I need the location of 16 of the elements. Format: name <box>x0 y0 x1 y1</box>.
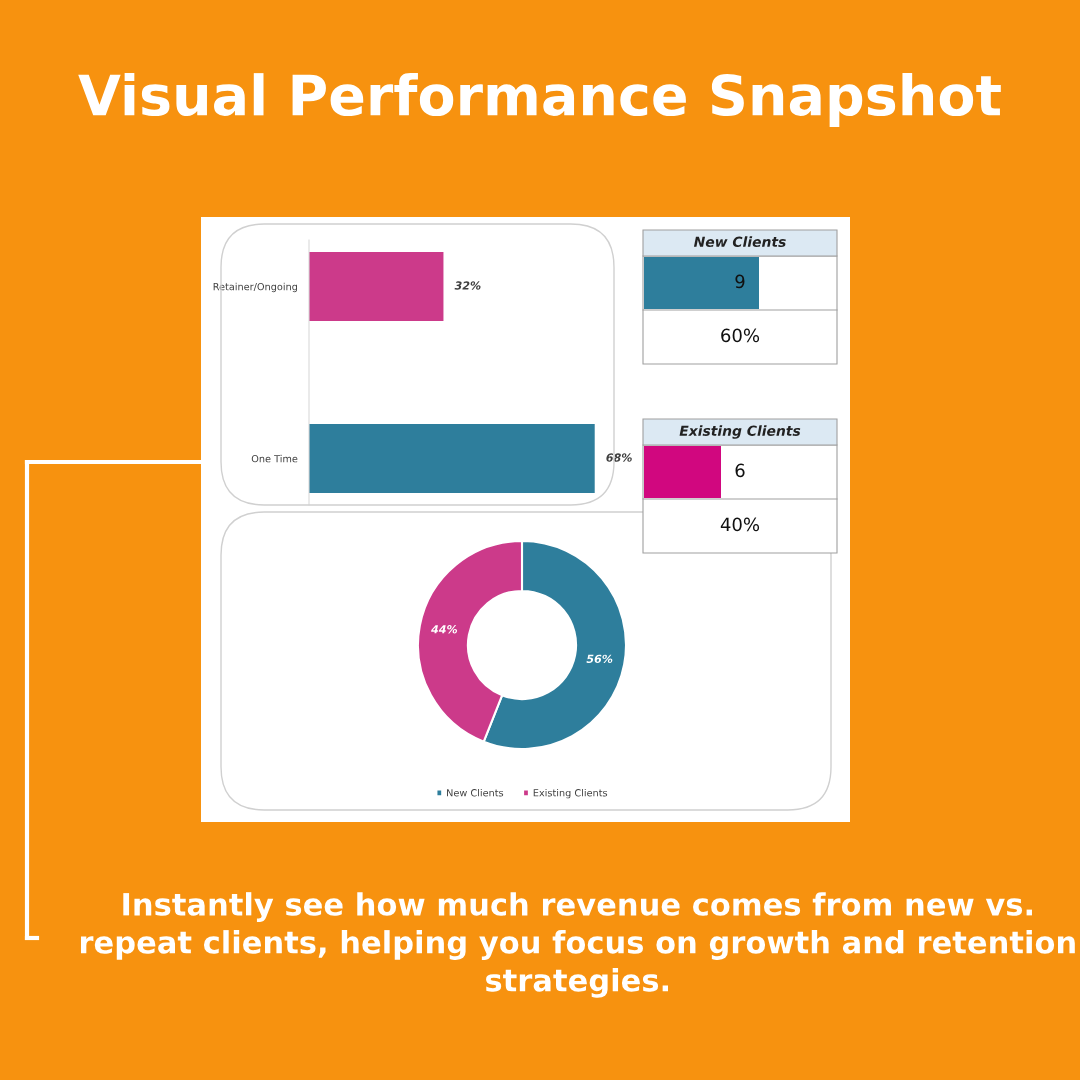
data-label: 44% <box>431 625 458 634</box>
y-tick-label: Retainer/Ongoing <box>213 282 297 293</box>
text: Instantly see how much revenue comes from new vs. repeat clients, helping you focus on growth and retention strategies. <box>80 892 1075 998</box>
text: Existing Clients <box>679 425 801 439</box>
data-label: 68% <box>606 453 632 462</box>
y-tick-label: One Time <box>251 454 298 463</box>
legend-label: Existing Clients <box>533 788 608 799</box>
text: 40% <box>720 517 760 532</box>
text: 9 <box>735 274 745 289</box>
data-label: 32% <box>454 281 481 290</box>
chart-title: Visual Performance Snapshot <box>78 73 1001 127</box>
legend-label: New Clients <box>447 788 504 797</box>
text: 6 <box>735 463 745 478</box>
data-label: 56% <box>586 654 613 664</box>
text: 60% <box>721 328 760 343</box>
text: New Clients <box>693 236 786 248</box>
